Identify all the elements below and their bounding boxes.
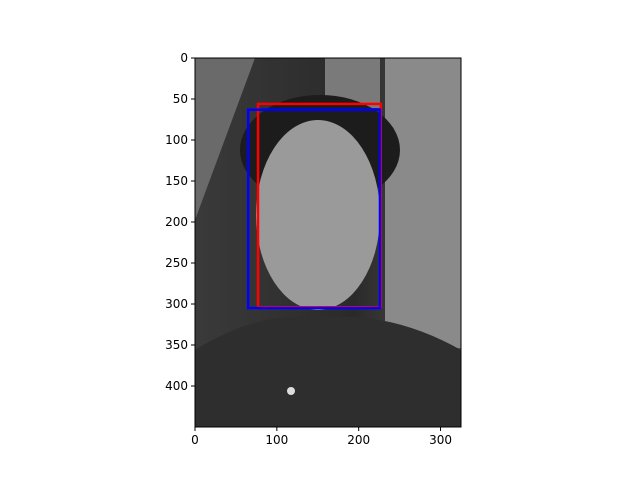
y-tick-label: 100 [165,133,188,147]
y-tick-label: 300 [165,297,188,311]
x-tick-label: 200 [347,433,370,447]
y-tick-label: 400 [165,379,188,393]
x-tick-label: 0 [191,433,199,447]
axes-frame [194,57,462,428]
bounding-box [246,108,382,310]
y-tick-label: 250 [165,256,188,270]
x-tick-label: 300 [429,433,452,447]
x-tick-label: 100 [265,433,288,447]
y-tick-label: 350 [165,338,188,352]
photo [195,58,461,427]
y-tick-label: 200 [165,215,188,229]
y-tick-label: 50 [173,92,188,106]
y-tick-label: 0 [180,51,188,65]
y-tick-label: 150 [165,174,188,188]
